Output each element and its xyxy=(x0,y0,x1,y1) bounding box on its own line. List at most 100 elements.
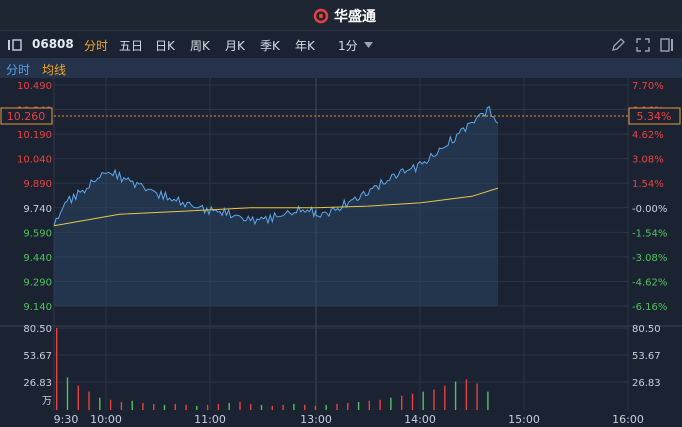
volume-tick-label: 26.83 xyxy=(23,378,52,389)
pct-tick-label: -3.08% xyxy=(632,253,667,264)
volume-bar xyxy=(304,404,306,410)
time-tick-label: 10:00 xyxy=(90,413,122,426)
volume-bar xyxy=(196,405,198,410)
indicator-fenshi[interactable]: 分时 xyxy=(6,63,31,77)
volume-bar xyxy=(77,385,79,410)
volume-bar xyxy=(314,405,317,410)
volume-bar xyxy=(422,391,424,410)
volume-tick-label: 80.50 xyxy=(23,324,52,335)
indicator-tabs: 分时 均线 xyxy=(0,59,682,78)
pct-tick-label: -1.54% xyxy=(632,228,667,239)
fullscreen-icon[interactable] xyxy=(636,38,650,52)
tab-day-k[interactable]: 日K xyxy=(155,39,175,53)
price-tick-label: 9.290 xyxy=(23,277,52,288)
volume-tick-label: 53.67 xyxy=(23,351,52,362)
volume-bar xyxy=(120,401,123,410)
tab-five-day[interactable]: 五日 xyxy=(119,39,144,53)
price-area-fill xyxy=(54,106,498,306)
volume-bar xyxy=(153,403,155,410)
pct-tick-label: 4.62% xyxy=(632,130,664,141)
volume-bar xyxy=(163,404,166,410)
price-tick-label: 9.440 xyxy=(23,253,52,264)
volume-bar xyxy=(357,401,360,410)
pct-tick-label: -0.00% xyxy=(632,204,667,215)
volume-bar xyxy=(476,383,478,410)
current-pct-tag xyxy=(628,107,681,125)
volume-bar xyxy=(56,328,58,410)
volume-bar xyxy=(217,403,220,410)
brand-icon xyxy=(313,8,329,24)
volume-bar xyxy=(142,402,144,410)
current-pct-label: 5.34% xyxy=(637,110,672,123)
volume-bar xyxy=(325,404,327,410)
brand-logo: 华盛通 xyxy=(312,6,376,26)
app-header: 华盛通 xyxy=(0,0,682,31)
volume-bar xyxy=(347,402,349,410)
volume-bar xyxy=(131,400,133,410)
tab-year-k[interactable]: 年K xyxy=(295,39,315,53)
price-tick-label: 10.040 xyxy=(17,155,52,166)
volume-bar xyxy=(282,404,284,410)
price-tick-label: 9.590 xyxy=(23,228,52,239)
collapse-panel-icon[interactable] xyxy=(8,39,22,51)
price-tick-label: 10.490 xyxy=(17,81,52,92)
time-tick-label: 16:00 xyxy=(612,413,644,426)
volume-bar xyxy=(433,389,435,410)
time-tick-label: 9:30 xyxy=(54,413,79,426)
stock-code: 06808 xyxy=(32,37,74,51)
pct-tick-label: 1.54% xyxy=(632,179,664,190)
volume-bar xyxy=(336,403,338,410)
volume-bar xyxy=(239,401,241,410)
volume-bar xyxy=(228,402,230,410)
time-tick-label: 15:00 xyxy=(508,413,540,426)
price-tick-label: 9.890 xyxy=(23,179,52,190)
pct-tick-label: -4.62% xyxy=(632,277,667,288)
volume-bar xyxy=(185,404,187,410)
volume-bar xyxy=(411,393,414,410)
volume-bar xyxy=(99,397,101,410)
brand-name: 华盛通 xyxy=(334,9,376,25)
volume-bar xyxy=(487,391,489,410)
time-tick-label: 11:00 xyxy=(194,413,226,426)
avg-price-line xyxy=(53,187,499,227)
chart-canvas: 10.4907.70%10.3406.16%10.1904.62%10.0403… xyxy=(0,78,682,426)
price-line xyxy=(53,105,499,226)
price-tick-label: 10.190 xyxy=(17,130,52,141)
volume-tick-label-right: 80.50 xyxy=(632,324,661,335)
volume-bar xyxy=(206,404,209,410)
current-price-label: 10.260 xyxy=(7,110,46,123)
volume-bar xyxy=(109,399,112,410)
volume-tick-label-right: 26.83 xyxy=(632,378,661,389)
tab-month-k[interactable]: 月K xyxy=(225,39,245,53)
interval-select[interactable]: 1分 xyxy=(338,39,358,53)
tab-week-k[interactable]: 周K xyxy=(190,39,210,53)
time-tick-label: 13:00 xyxy=(300,413,332,426)
price-tick-label: 9.740 xyxy=(23,204,52,215)
current-price-tag xyxy=(0,107,53,125)
volume-bar xyxy=(368,400,370,410)
tab-fenshi[interactable]: 分时 xyxy=(84,39,109,53)
volume-bar xyxy=(465,379,468,410)
tab-quarter-k[interactable]: 季K xyxy=(260,39,280,53)
volume-bar xyxy=(401,395,403,410)
volume-bar xyxy=(293,403,295,410)
volume-bar xyxy=(174,403,176,410)
volume-tick-label-right: 53.67 xyxy=(632,351,661,362)
volume-bar xyxy=(250,403,252,410)
volume-bar xyxy=(88,391,90,410)
pencil-icon[interactable] xyxy=(611,38,625,52)
pct-tick-label: -6.16% xyxy=(632,302,667,313)
price-tick-label: 9.140 xyxy=(23,302,52,313)
pct-tick-label: 7.70% xyxy=(632,81,664,92)
volume-bar xyxy=(271,405,273,410)
volume-bar xyxy=(260,404,263,410)
pct-tick-label: 3.08% xyxy=(632,155,664,166)
volume-bar xyxy=(454,381,457,410)
expand-panel-icon[interactable] xyxy=(660,38,674,52)
time-tick-label: 14:00 xyxy=(404,413,436,426)
chevron-down-icon[interactable] xyxy=(364,42,373,48)
volume-unit-label: 万 xyxy=(42,396,52,407)
indicator-avg-line[interactable]: 均线 xyxy=(42,63,67,77)
chart-toolbar: 06808 分时 五日 日K 周K 月K 季K 年K 1分 xyxy=(0,31,682,59)
volume-bar xyxy=(379,399,381,410)
